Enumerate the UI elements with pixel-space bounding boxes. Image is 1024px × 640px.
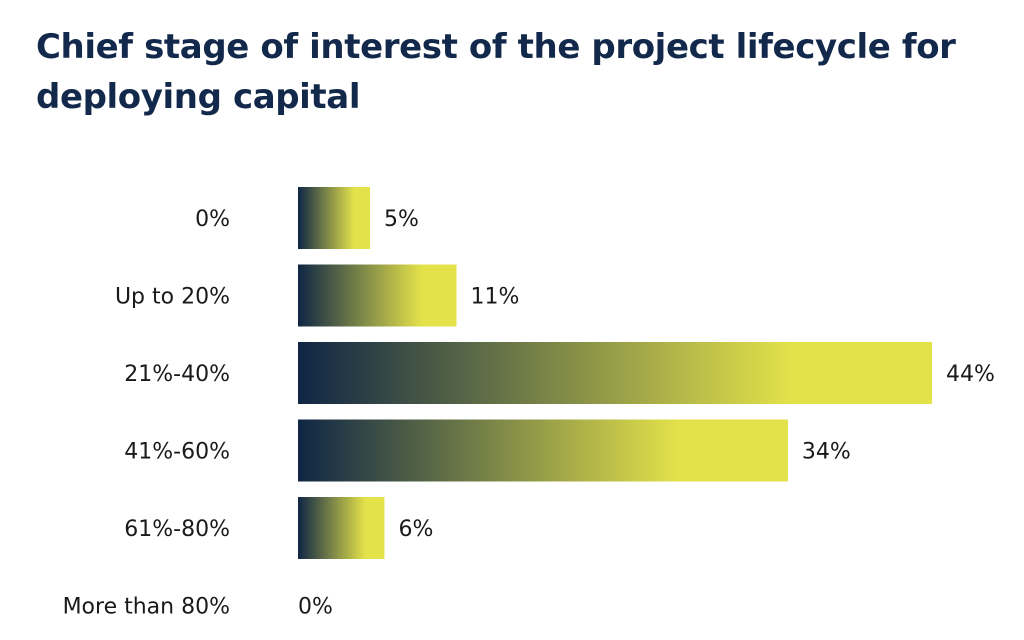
value-label: 0% (298, 595, 333, 620)
bars-layer (298, 187, 932, 559)
value-label: 5% (384, 207, 419, 232)
value-label: 11% (471, 285, 520, 310)
category-label: 61%-80% (124, 517, 230, 542)
bar (298, 342, 932, 404)
value-labels: 5% 11% 44% 34% 6% 0% (298, 207, 995, 620)
bar (298, 497, 385, 559)
category-label: 41%-60% (124, 440, 230, 465)
value-label: 44% (946, 362, 995, 387)
bar (298, 187, 371, 249)
category-labels: 0% Up to 20% 21%-40% 41%-60% 61%-80% More tha… (63, 207, 230, 620)
category-label: 0% (195, 207, 230, 232)
category-label: More than 80% (63, 595, 230, 620)
category-label: Up to 20% (115, 285, 230, 310)
value-label: 34% (802, 440, 851, 465)
bar (298, 264, 457, 327)
bar (298, 419, 788, 482)
chart-title: Chief stage of interest of the project l… (36, 27, 956, 117)
category-label: 21%-40% (124, 362, 230, 387)
value-label: 6% (398, 517, 433, 542)
